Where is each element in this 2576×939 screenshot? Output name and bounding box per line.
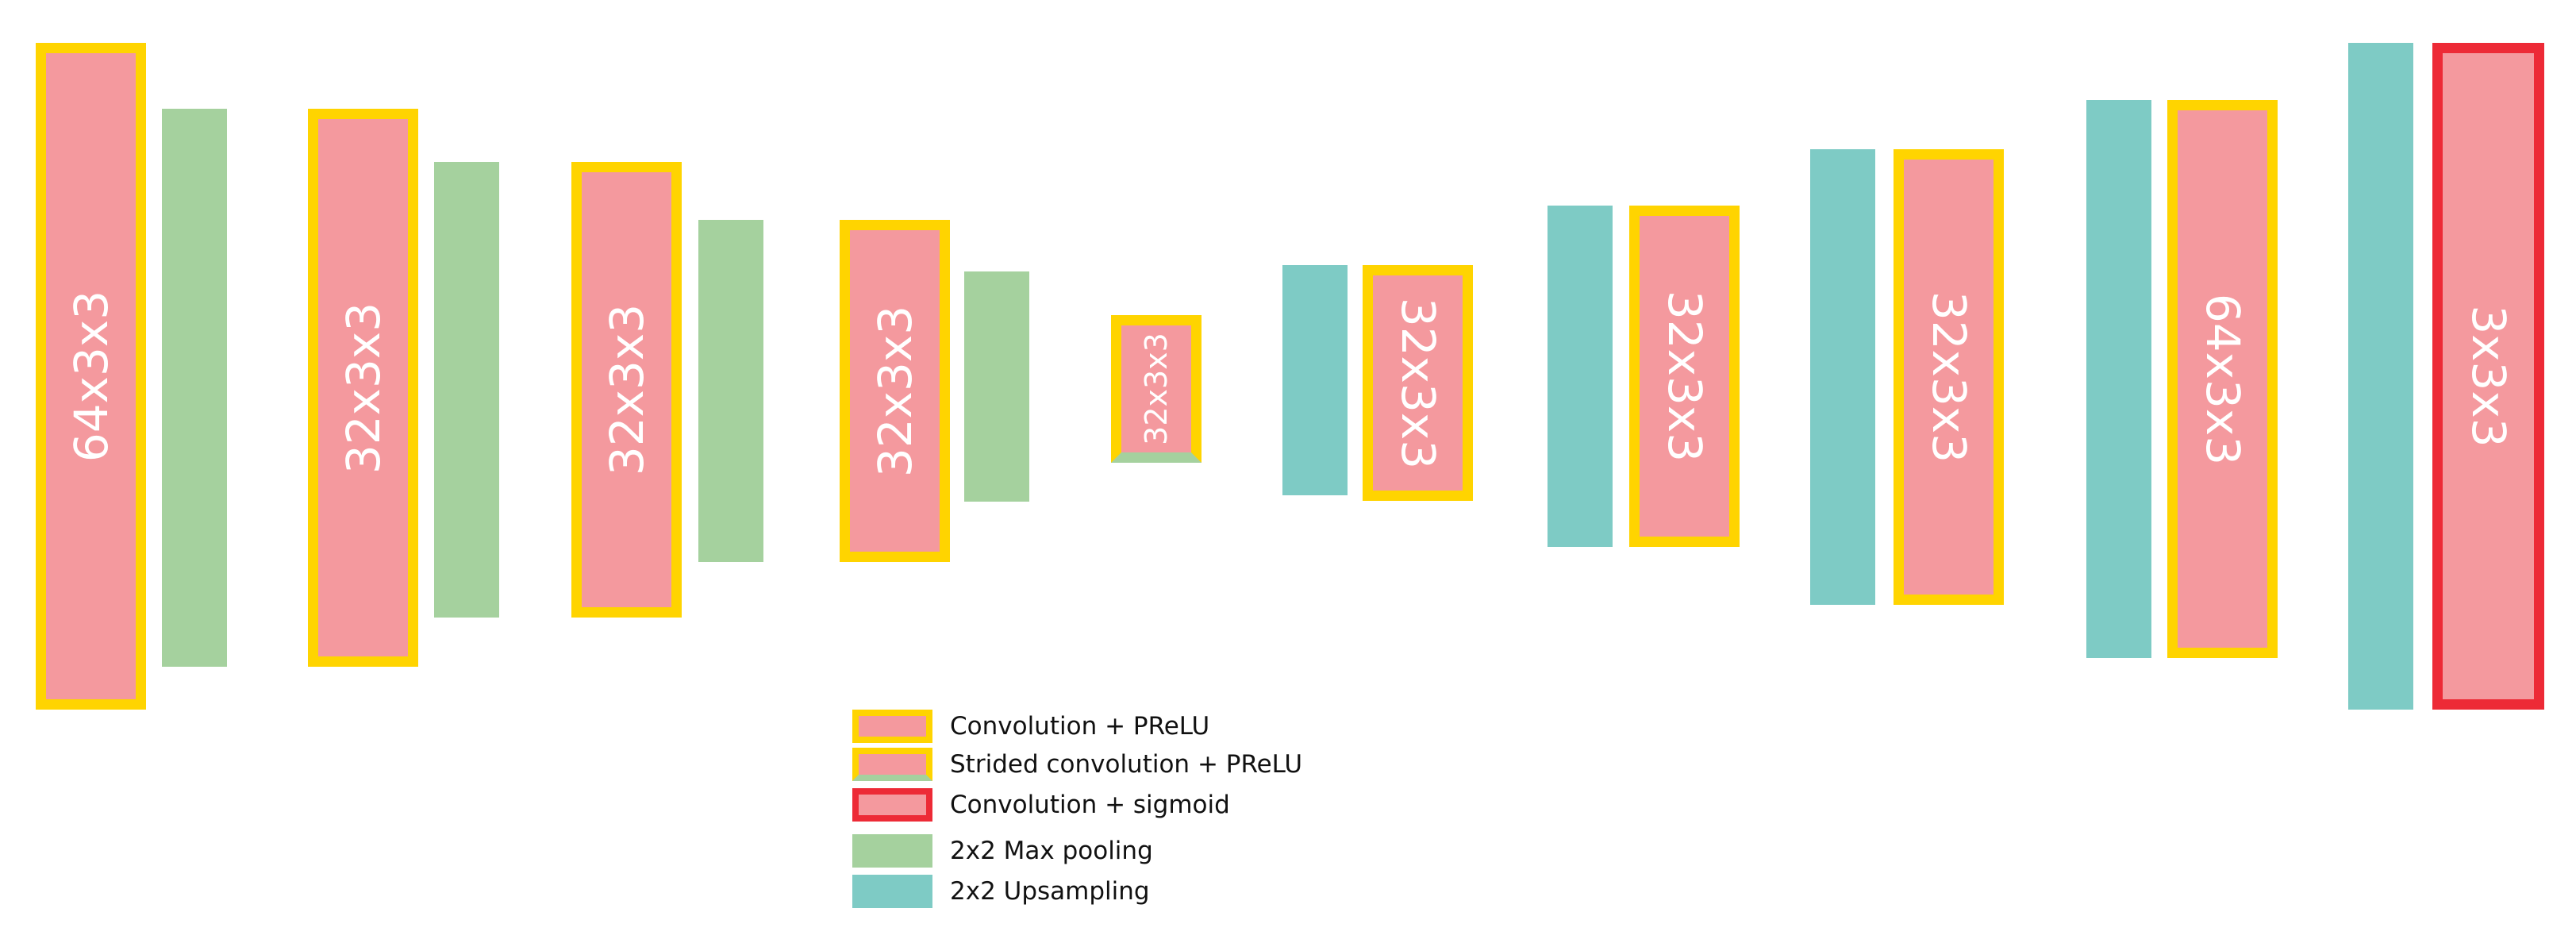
legend-label-conv-prelu: Convolution + PReLU: [950, 712, 1210, 741]
legend-label-upsampling: 2x2 Upsampling: [950, 877, 1150, 906]
bottleneck-strided-conv-block: 32x3x3: [1111, 315, 1201, 463]
upsample-block-5: [2348, 43, 2413, 710]
max-pool-block-3: [698, 220, 763, 562]
legend-item-upsampling: 2x2 Upsampling: [852, 872, 1408, 911]
encoder-conv-block-1: 64x3x3: [36, 43, 146, 710]
encoder-conv-block-2: 32x3x3: [308, 109, 418, 667]
legend-swatch-upsampling: [852, 875, 932, 908]
decoder-conv-block-4: 64x3x3: [2167, 100, 2278, 658]
max-pool-block-1: [162, 109, 227, 667]
max-pool-block-4: [964, 271, 1029, 502]
legend-swatch-conv-sigmoid: [852, 788, 932, 822]
legend-label-max-pooling: 2x2 Max pooling: [950, 837, 1153, 865]
legend-label-strided-conv-prelu: Strided convolution + PReLU: [950, 750, 1303, 779]
decoder-conv-block-3-label: 32x3x3: [1921, 291, 1976, 464]
output-sigmoid-conv-block: 3x3x3: [2432, 43, 2544, 710]
decoder-conv-block-2-label: 32x3x3: [1657, 290, 1712, 463]
encoder-conv-block-2-label: 32x3x3: [336, 302, 390, 474]
legend-item-conv-sigmoid: Convolution + sigmoid: [852, 785, 1408, 825]
decoder-conv-block-3: 32x3x3: [1894, 149, 2004, 605]
upsample-block-4: [2086, 100, 2151, 658]
decoder-conv-block-1-label: 32x3x3: [1390, 297, 1445, 469]
upsample-block-3: [1810, 149, 1875, 605]
encoder-conv-block-1-label: 64x3x3: [63, 290, 118, 463]
decoder-conv-block-4-label: 64x3x3: [2195, 293, 2250, 465]
legend-item-max-pooling: 2x2 Max pooling: [852, 831, 1408, 871]
legend-swatch-max-pooling: [852, 834, 932, 868]
legend-item-strided-conv-prelu: Strided convolution + PReLU: [852, 745, 1408, 784]
legend-swatch-conv-prelu: [852, 710, 932, 743]
encoder-conv-block-3-label: 32x3x3: [599, 303, 654, 476]
encoder-conv-block-3: 32x3x3: [571, 162, 682, 618]
upsample-block-2: [1548, 206, 1613, 547]
encoder-conv-block-4: 32x3x3: [840, 220, 950, 562]
upsample-block-1: [1282, 265, 1348, 495]
decoder-conv-block-1: 32x3x3: [1363, 265, 1473, 501]
legend-item-conv-prelu: Convolution + PReLU: [852, 706, 1408, 746]
encoder-conv-block-4-label: 32x3x3: [867, 305, 922, 477]
legend-swatch-strided-conv-prelu: [852, 748, 932, 781]
decoder-conv-block-2: 32x3x3: [1629, 206, 1740, 547]
output-sigmoid-conv-label: 3x3x3: [2461, 305, 2516, 448]
max-pool-block-2: [434, 162, 499, 618]
bottleneck-strided-conv-label: 32x3x3: [1139, 333, 1174, 445]
legend-label-conv-sigmoid: Convolution + sigmoid: [950, 791, 1230, 819]
